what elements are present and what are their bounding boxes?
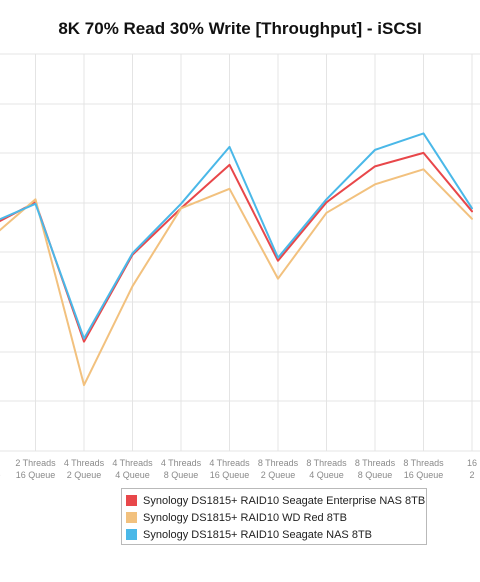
legend-swatch (126, 529, 137, 540)
legend-item: Synology DS1815+ RAID10 Seagate Enterpri… (126, 492, 426, 509)
x-tick-label: 8 Threads (403, 458, 444, 468)
series-line-3 (0, 132, 473, 340)
x-tick-label: 8 Threads (306, 458, 347, 468)
x-tick-label: 8 Threads (355, 458, 396, 468)
x-tick-label: 8 Queue (164, 470, 199, 480)
x-tick-label: 4 Threads (64, 458, 105, 468)
x-tick-label: 4 Threads (112, 458, 153, 468)
x-tick-label: 2 Threads (15, 458, 56, 468)
x-tick-label: 8 Queue (358, 470, 393, 480)
x-tick-label: 16 Queue (210, 470, 250, 480)
legend-label: Synology DS1815+ RAID10 WD Red 8TB (143, 511, 347, 524)
x-tick-label: 2 (469, 470, 474, 480)
legend-item: Synology DS1815+ RAID10 Seagate NAS 8TB (126, 526, 426, 543)
legend-item: Synology DS1815+ RAID10 WD Red 8TB (126, 509, 426, 526)
legend-label: Synology DS1815+ RAID10 Seagate Enterpri… (143, 494, 426, 507)
x-tick-label: 4 Threads (209, 458, 250, 468)
x-tick-label: 2 Queue (67, 470, 102, 480)
chart-title: 8K 70% Read 30% Write [Throughput] - iSC… (58, 19, 422, 38)
x-tick-label: Queue (0, 470, 1, 480)
x-tick-label: 16 (467, 458, 477, 468)
x-tick-label: 2 Queue (261, 470, 296, 480)
x-tick-label: 4 Threads (161, 458, 202, 468)
grid (0, 53, 480, 452)
x-tick-label: 4 Queue (115, 470, 150, 480)
series-line-2 (0, 168, 473, 387)
x-tick-label: 16 Queue (16, 470, 56, 480)
legend-swatch (126, 495, 137, 506)
x-tick-label: 8 Threads (258, 458, 299, 468)
series-line-1 (0, 151, 473, 343)
legend-label: Synology DS1815+ RAID10 Seagate NAS 8TB (143, 528, 372, 541)
x-tick-label: 4 Queue (309, 470, 344, 480)
x-tick-label: 16 Queue (404, 470, 444, 480)
chart-legend: Synology DS1815+ RAID10 Seagate Enterpri… (121, 488, 427, 545)
legend-swatch (126, 512, 137, 523)
